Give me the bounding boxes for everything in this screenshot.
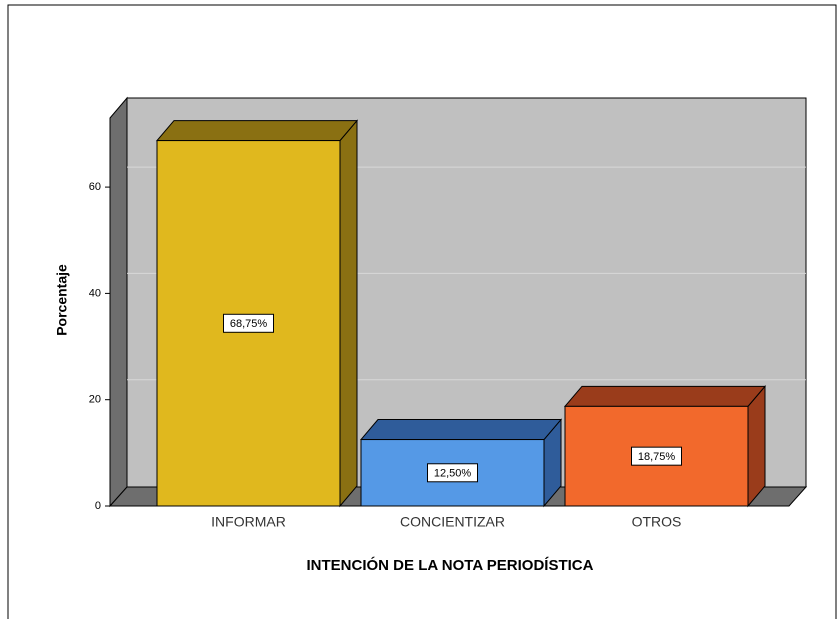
frame: [7, 4, 837, 619]
value-label-box: [631, 446, 682, 466]
value-label: 68,75%: [230, 318, 268, 330]
bar-top: [359, 419, 563, 441]
y-tick-label: 40: [89, 287, 101, 299]
x-axis-title: INTENCIÓN DE LA NOTA PERIODÍSTICA: [307, 556, 594, 574]
x-tick-label: CONCIENTIZAR: [400, 514, 505, 530]
x-tick-label: INFORMAR: [211, 514, 286, 530]
side-wall: [109, 96, 128, 508]
y-tick-label: 60: [89, 181, 101, 193]
value-label-box: [223, 313, 274, 333]
bar-top: [563, 385, 767, 407]
value-label-box: [427, 463, 478, 483]
bar-top: [155, 120, 359, 142]
y-tick-label: 20: [89, 394, 101, 406]
y-axis-title: Porcentaje: [54, 264, 70, 336]
value-label: 12,50%: [434, 468, 472, 480]
y-tick-label: 0: [95, 500, 101, 512]
x-tick-label: OTROS: [632, 514, 682, 530]
value-label: 18,75%: [638, 451, 676, 463]
bar-side: [339, 119, 358, 508]
bar-side: [747, 384, 766, 508]
